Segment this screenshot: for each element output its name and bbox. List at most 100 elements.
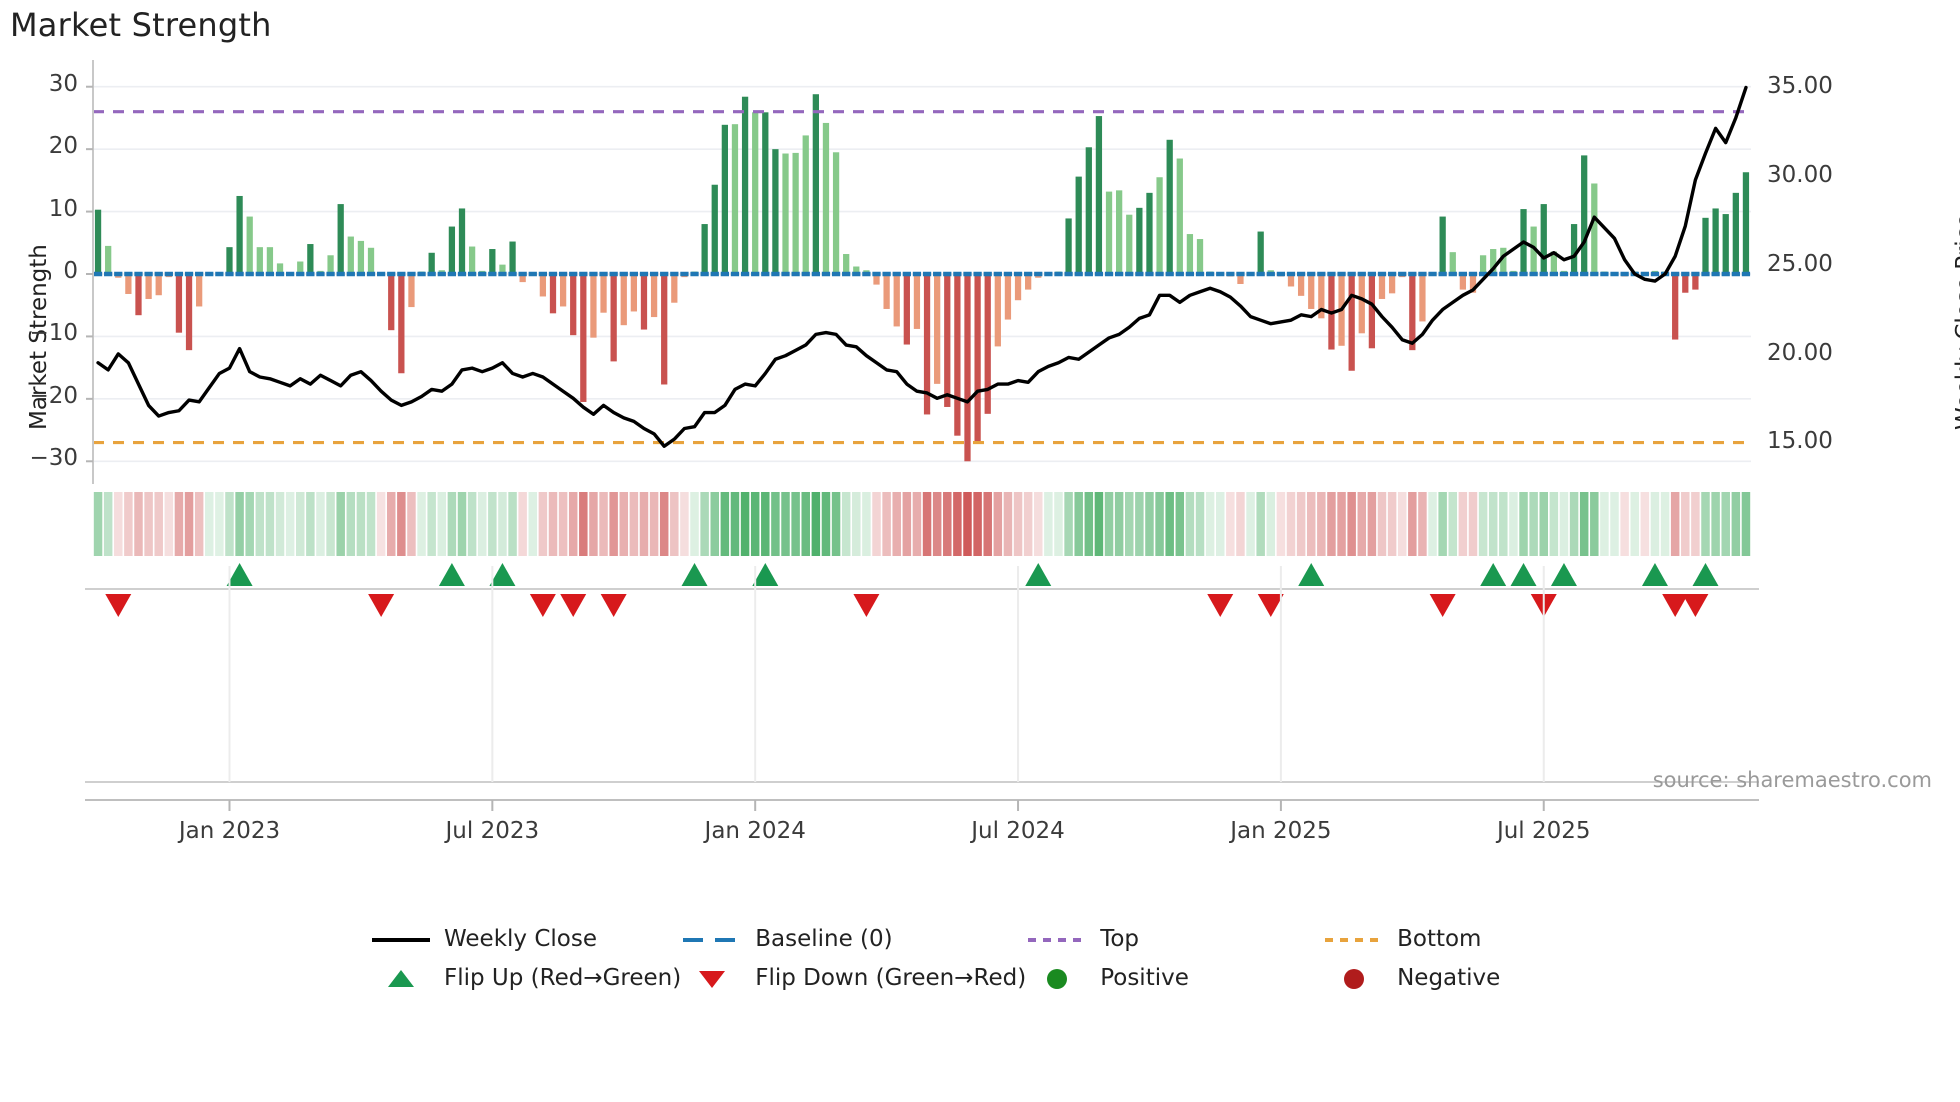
strength-bar [1449, 252, 1456, 274]
flip-down-marker [1682, 594, 1709, 617]
flip-down-marker [1207, 594, 1234, 617]
y-tick-label-left: 10 [48, 195, 78, 222]
strength-bar [266, 247, 274, 274]
heatmap-cell [265, 492, 275, 556]
heatmap-cell [1438, 492, 1447, 556]
strength-bar [1378, 274, 1386, 299]
heatmap-cell [1003, 492, 1013, 556]
strength-bar [974, 274, 981, 442]
heatmap-cell [852, 492, 861, 556]
heatmap-cell [1054, 492, 1063, 556]
heatmap-cell [1590, 492, 1599, 556]
heatmap-cell [1539, 492, 1548, 556]
heatmap-cell [1579, 492, 1589, 556]
legend-item-flip-up[interactable]: Flip Up (Red→Green) [370, 967, 681, 990]
strength-bar [1419, 274, 1426, 322]
strength-bar [1581, 155, 1588, 274]
legend-item-weekly-close[interactable]: Weekly Close [370, 928, 681, 951]
strength-bar [600, 274, 607, 313]
heatmap-cell [670, 492, 679, 556]
strength-bar [539, 274, 547, 297]
page-title: Market Strength [10, 6, 272, 44]
x-tick-label: Jan 2023 [178, 818, 281, 844]
strength-bar [903, 274, 910, 345]
chart-legend: Weekly Close Baseline (0) Top Bottom Flip Up… [370, 928, 1620, 990]
heatmap-cell [498, 492, 507, 556]
heatmap-cell [1064, 492, 1073, 556]
flip-up-marker [489, 563, 516, 586]
legend-swatch-triangle-down-icon [681, 968, 743, 990]
strength-bar [519, 274, 526, 283]
strength-bar [1388, 274, 1396, 294]
heatmap-cell [144, 492, 153, 556]
heatmap-cell [184, 492, 194, 556]
source-attribution: source: sharemaestro.com [1652, 768, 1932, 792]
legend-swatch-circle-icon [1323, 968, 1385, 990]
heatmap-cell [235, 492, 244, 556]
heatmap-cell [346, 492, 356, 556]
legend-item-flip-down[interactable]: Flip Down (Green→Red) [681, 967, 1026, 990]
y-tick-label-right: 30.00 [1767, 162, 1833, 189]
heatmap-cell [1034, 492, 1043, 556]
heatmap-cell [609, 492, 618, 556]
strength-bar [640, 274, 648, 330]
heatmap-cell [1195, 492, 1205, 556]
strength-bar [1732, 192, 1739, 274]
x-tick-label: Jan 2024 [704, 818, 806, 844]
strength-bar [731, 124, 739, 274]
heatmap-cell [457, 492, 467, 556]
heatmap-cell [1408, 492, 1417, 556]
heatmap-cell [1226, 492, 1235, 556]
heatmap-cell [831, 492, 841, 556]
strength-bar [388, 274, 395, 331]
strength-bar [175, 274, 183, 333]
heatmap-cell [1327, 492, 1336, 556]
heatmap-cell [477, 492, 487, 556]
heatmap-cell [1104, 492, 1114, 556]
heatmap-cell [154, 492, 163, 556]
heatmap-cell [508, 492, 517, 556]
strength-bar [883, 274, 890, 309]
heatmap-cell [1499, 492, 1508, 556]
flip-up-marker [1692, 563, 1719, 586]
heatmap-cell [872, 492, 881, 556]
strength-bar [944, 274, 951, 407]
heatmap-cell [1691, 492, 1700, 556]
heatmap-cell [245, 492, 254, 556]
strength-bar [822, 122, 830, 274]
strength-bar [661, 274, 668, 385]
legend-item-positive[interactable]: Positive [1026, 967, 1323, 990]
heatmap-cell [953, 492, 962, 556]
legend-item-bottom[interactable]: Bottom [1323, 928, 1620, 951]
legend-item-baseline[interactable]: Baseline (0) [681, 928, 1026, 951]
strength-bar [246, 216, 253, 274]
y-tick-label-left: 20 [48, 133, 78, 160]
strength-bar [1126, 214, 1133, 274]
heatmap-cell [902, 492, 912, 556]
heatmap-cell [841, 492, 851, 556]
strength-bar [468, 246, 476, 274]
heatmap-cell [1600, 492, 1609, 556]
legend-item-top[interactable]: Top [1026, 928, 1323, 951]
flip-up-marker [1550, 563, 1577, 586]
heatmap-cell [488, 492, 497, 556]
heatmap-cell [1286, 492, 1296, 556]
heatmap-cell [983, 492, 992, 556]
legend-item-negative[interactable]: Negative [1323, 967, 1620, 990]
heatmap-cell [164, 492, 174, 556]
legend-label: Negative [1397, 965, 1501, 991]
strength-bar [1004, 274, 1012, 320]
heatmap-cell [1367, 492, 1377, 556]
x-tick-label: Jan 2025 [1230, 818, 1332, 844]
heatmap-cell [1185, 492, 1195, 556]
strength-bar [843, 254, 850, 274]
heatmap-cell [1306, 492, 1316, 556]
flip-down-marker [1257, 594, 1284, 617]
strength-bar [772, 149, 779, 274]
heatmap-cell [740, 492, 750, 556]
y-tick-label-right: 35.00 [1767, 73, 1833, 100]
heatmap-cell [194, 492, 204, 556]
flip-up-marker [1480, 563, 1507, 586]
heatmap-cell [93, 492, 103, 556]
heatmap-cell [1731, 492, 1741, 556]
